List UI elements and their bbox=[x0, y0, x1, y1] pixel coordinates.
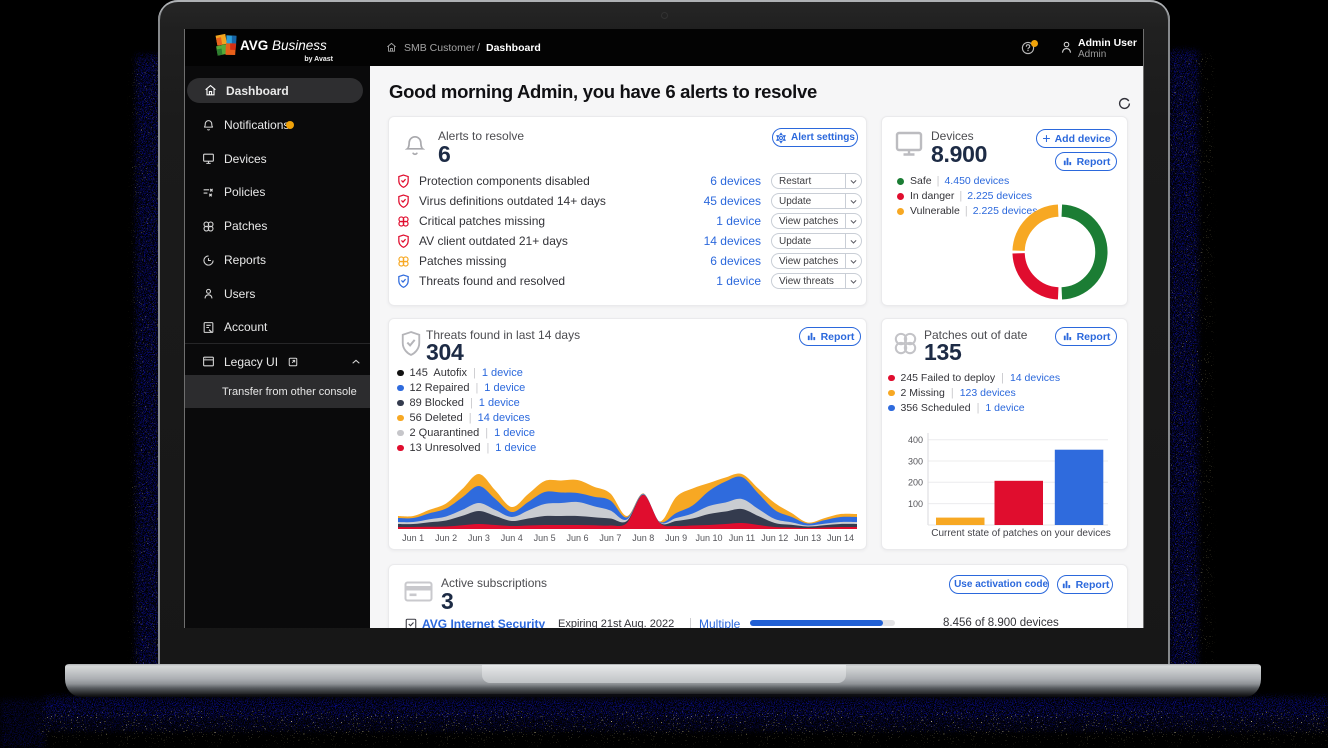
svg-text:Jun 9: Jun 9 bbox=[665, 533, 687, 543]
svg-text:200: 200 bbox=[908, 478, 923, 488]
svg-text:Jun 1: Jun 1 bbox=[402, 533, 424, 543]
svg-text:Jun 5: Jun 5 bbox=[534, 533, 556, 543]
svg-text:300: 300 bbox=[908, 456, 923, 466]
svg-text:Jun 10: Jun 10 bbox=[695, 533, 722, 543]
svg-text:Jun 7: Jun 7 bbox=[599, 533, 621, 543]
svg-text:Jun 2: Jun 2 bbox=[435, 533, 457, 543]
svg-text:Jun 6: Jun 6 bbox=[566, 533, 588, 543]
svg-text:Jun 8: Jun 8 bbox=[632, 533, 654, 543]
svg-text:Jun 12: Jun 12 bbox=[761, 533, 788, 543]
svg-text:100: 100 bbox=[908, 499, 923, 509]
svg-text:Jun 14: Jun 14 bbox=[827, 533, 854, 543]
svg-text:400: 400 bbox=[908, 435, 923, 445]
svg-text:Jun 3: Jun 3 bbox=[468, 533, 490, 543]
svg-text:Jun 11: Jun 11 bbox=[729, 533, 755, 543]
svg-text:Jun 13: Jun 13 bbox=[794, 533, 821, 543]
svg-text:Current state of patches on yo: Current state of patches on your devices bbox=[931, 528, 1111, 539]
svg-text:Jun 4: Jun 4 bbox=[501, 533, 523, 543]
